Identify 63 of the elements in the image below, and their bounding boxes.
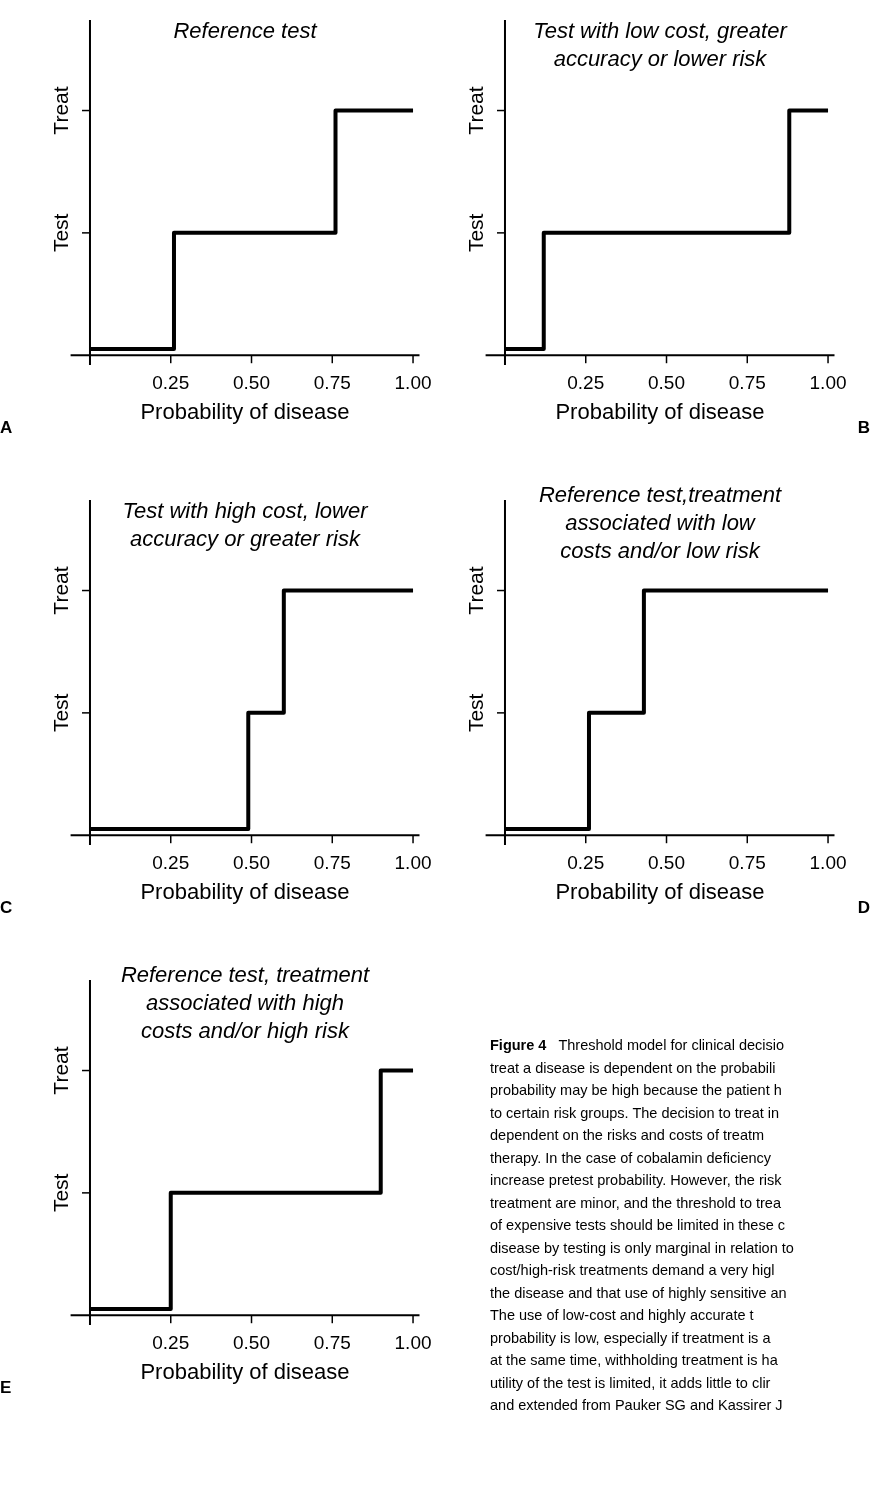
x-axis-title: Probability of disease	[555, 399, 765, 425]
chart-title: Test with high cost, lower accuracy or greater risk	[122, 498, 370, 551]
annotation: Test	[48, 1173, 72, 1213]
x-tick-label: 0.75	[728, 852, 766, 874]
x-tick-label: 0.75	[313, 372, 351, 394]
x-tick-label: 0.25	[567, 852, 605, 874]
text: treatment are minor, and the threshold to trea	[490, 1194, 782, 1211]
text: probability is low, especially if treatment is a	[490, 1329, 772, 1346]
annotation: Test	[463, 213, 487, 253]
annotation: Treat	[48, 86, 72, 135]
text: The use of low-cost and highly accurate t	[490, 1307, 754, 1323]
chart-title: Test with low cost, greater accuracy or lower risk	[533, 18, 789, 71]
x-axis-title: Probability of disease	[140, 1359, 350, 1385]
x-tick-label: 0.50	[233, 372, 270, 394]
text: D	[857, 898, 870, 918]
x-axis-title: Probability of disease	[140, 879, 350, 905]
x-tick-label: 1.00	[394, 372, 432, 394]
text: of expensive tests should be limited in these c	[490, 1217, 785, 1233]
x-tick-label: 1.00	[809, 852, 847, 874]
text: Threshold model for clinical decisio	[558, 1037, 785, 1053]
x-tick-label: 0.25	[567, 372, 605, 394]
chart-title: Reference test,treatment associated with low costs and/or low risk	[538, 482, 782, 563]
x-tick-label: 0.25	[152, 1332, 190, 1354]
x-tick-label: 1.00	[394, 1332, 432, 1354]
x-tick-label: 0.50	[648, 372, 685, 394]
annotation: Treat	[463, 566, 487, 615]
text: E	[0, 1378, 12, 1398]
x-axis-title: Probability of disease	[555, 879, 765, 905]
x-tick-label: 1.00	[394, 852, 432, 874]
text: disease by testing is only marginal in relation to	[490, 1239, 794, 1256]
text: to certain risk groups. The decision to treat in	[490, 1104, 780, 1121]
annotation: Test	[48, 693, 72, 733]
chart-title: Reference test, treatment associated with high costs and/or high risk	[120, 962, 370, 1043]
text: dependent on the risks and costs of treatm	[490, 1127, 765, 1143]
text: treat a disease is dependent on the probabili	[490, 1059, 776, 1076]
x-tick-label: 0.75	[728, 372, 766, 394]
text: probability may be high because the patient h	[490, 1082, 782, 1098]
x-tick-label: 0.50	[648, 852, 685, 874]
text: Figure 4	[490, 1037, 547, 1053]
x-tick-label: 0.75	[313, 1332, 351, 1354]
annotation: Treat	[463, 86, 487, 135]
x-tick-label: 0.75	[313, 852, 351, 874]
text: cost/high-risk treatments demand a very higl	[490, 1262, 775, 1278]
x-tick-label: 1.00	[809, 372, 847, 394]
x-axis-title: Probability of disease	[140, 399, 350, 425]
text: the disease and that use of highly sensitive an	[490, 1284, 787, 1301]
text: A	[0, 418, 13, 438]
x-tick-label: 0.25	[152, 372, 190, 394]
text: B	[857, 418, 870, 438]
annotation: Test	[463, 693, 487, 733]
annotation: Treat	[48, 566, 72, 615]
x-tick-label: 0.25	[152, 852, 190, 874]
x-tick-label: 0.50	[233, 852, 270, 874]
text: utility of the test is limited, it adds little to clir	[490, 1374, 771, 1391]
text: therapy. In the case of cobalamin deficiency	[490, 1149, 772, 1166]
annotation: Test	[48, 213, 72, 253]
text: at the same time, withholding treatment is ha	[490, 1352, 779, 1368]
x-tick-label: 0.50	[233, 1332, 270, 1354]
text: and extended from Pauker SG and Kassirer J	[490, 1397, 783, 1413]
text: C	[0, 898, 13, 918]
text: increase pretest probability. However, the risk	[490, 1172, 783, 1188]
annotation: Treat	[48, 1046, 72, 1095]
chart-title: Reference test	[173, 18, 318, 43]
